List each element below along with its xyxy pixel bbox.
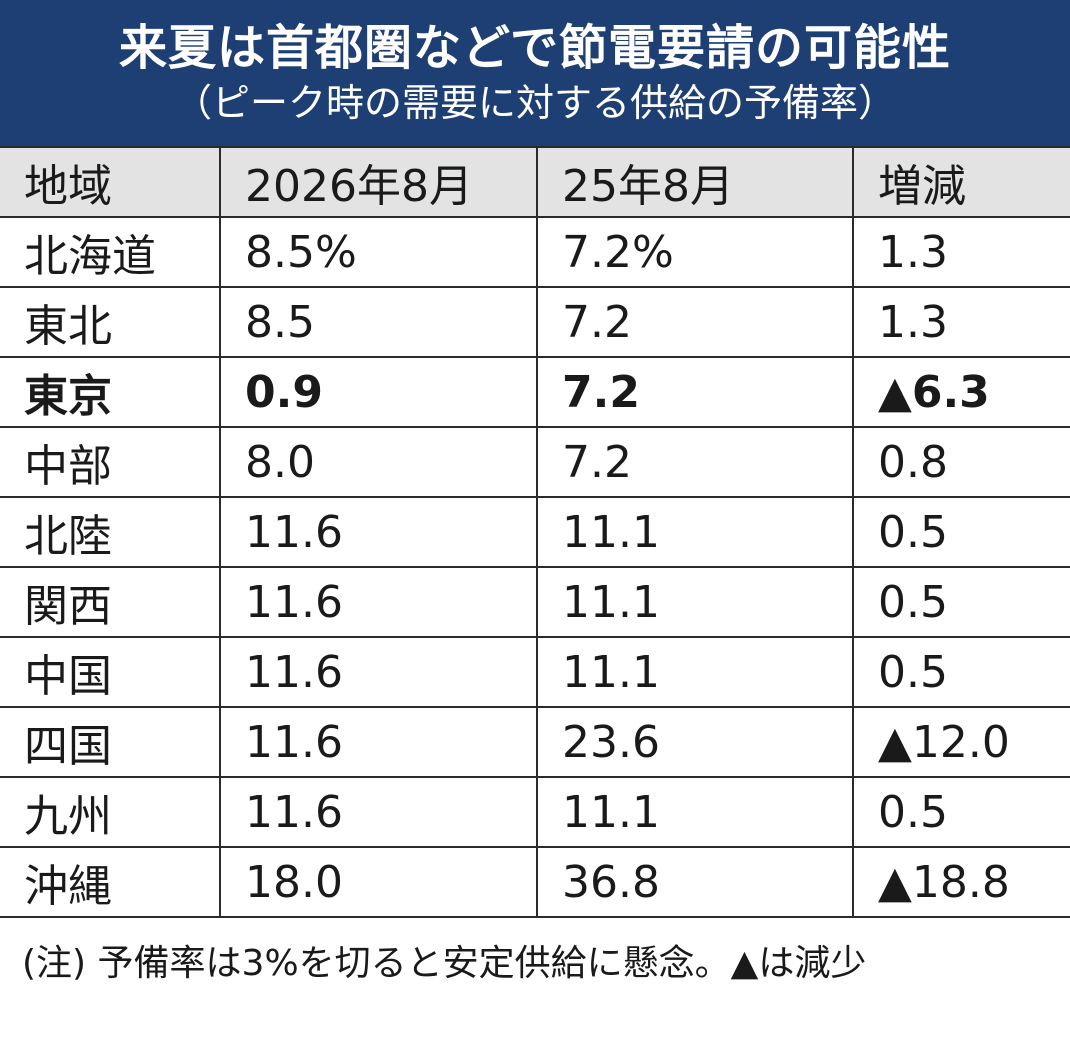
column-header-2025-aug: 25年8月 (536, 146, 854, 218)
change-cell: ▲6.3 (852, 356, 1070, 428)
title-banner: 来夏は首都圏などで節電要請の可能性 （ピーク時の需要に対する供給の予備率） (0, 0, 1070, 146)
change-cell: 0.5 (852, 496, 1070, 568)
change-cell: 0.5 (852, 566, 1070, 638)
value-2025-cell: 36.8 (536, 846, 854, 918)
table-row: 沖縄 18.0 36.8 ▲18.8 (0, 846, 1070, 918)
value-2026-cell: 11.6 (219, 706, 538, 778)
value-2025-cell: 7.2 (536, 426, 854, 498)
region-cell: 関西 (0, 566, 221, 638)
region-cell: 東京 (0, 356, 221, 428)
table-row: 中国 11.6 11.1 0.5 (0, 636, 1070, 708)
footnote: (注) 予備率は3%を切ると安定供給に懸念。▲は減少 (22, 943, 867, 984)
value-2026-cell: 11.6 (219, 566, 538, 638)
table-header-row: 地域 2026年8月 25年8月 増減 (0, 146, 1070, 218)
column-header-region: 地域 (0, 146, 221, 218)
value-2026-cell: 8.5 (219, 286, 538, 358)
region-cell: 四国 (0, 706, 221, 778)
value-2026-cell: 11.6 (219, 496, 538, 568)
value-2026-cell: 11.6 (219, 636, 538, 708)
region-cell: 沖縄 (0, 846, 221, 918)
region-cell: 北海道 (0, 216, 221, 288)
value-2025-cell: 11.1 (536, 776, 854, 848)
change-cell: 0.8 (852, 426, 1070, 498)
column-header-2026-aug: 2026年8月 (219, 146, 538, 218)
change-cell: 0.5 (852, 776, 1070, 848)
region-cell: 九州 (0, 776, 221, 848)
table-row: 四国 11.6 23.6 ▲12.0 (0, 706, 1070, 778)
table-row: 東京 0.9 7.2 ▲6.3 (0, 356, 1070, 428)
table-row: 中部 8.0 7.2 0.8 (0, 426, 1070, 498)
region-cell: 中部 (0, 426, 221, 498)
change-cell: ▲18.8 (852, 846, 1070, 918)
value-2026-cell: 8.0 (219, 426, 538, 498)
chart-title: 来夏は首都圏などで節電要請の可能性 (118, 20, 952, 76)
value-2025-cell: 7.2% (536, 216, 854, 288)
region-cell: 中国 (0, 636, 221, 708)
value-2025-cell: 7.2 (536, 286, 854, 358)
table-body: 北海道 8.5% 7.2% 1.3 東北 8.5 7.2 1.3 東京 0.9 7.2 ▲6.3 中部 8… (0, 216, 1070, 918)
value-2025-cell: 23.6 (536, 706, 854, 778)
reserve-margin-table: 地域 2026年8月 25年8月 増減 北海道 8.5% 7.2% 1.3 東北 8.5 7… (0, 146, 1070, 918)
change-cell: ▲12.0 (852, 706, 1070, 778)
column-header-change: 増減 (852, 146, 1070, 218)
value-2025-cell: 11.1 (536, 496, 854, 568)
table-row: 北陸 11.6 11.1 0.5 (0, 496, 1070, 568)
value-2025-cell: 11.1 (536, 566, 854, 638)
value-2026-cell: 11.6 (219, 776, 538, 848)
table-row: 北海道 8.5% 7.2% 1.3 (0, 216, 1070, 288)
table-row: 九州 11.6 11.1 0.5 (0, 776, 1070, 848)
table-row: 東北 8.5 7.2 1.3 (0, 286, 1070, 358)
region-cell: 北陸 (0, 496, 221, 568)
value-2026-cell: 8.5% (219, 216, 538, 288)
change-cell: 1.3 (852, 286, 1070, 358)
chart-subtitle: （ピーク時の需要に対する供給の予備率） (173, 81, 896, 125)
value-2026-cell: 18.0 (219, 846, 538, 918)
value-2025-cell: 7.2 (536, 356, 854, 428)
change-cell: 1.3 (852, 216, 1070, 288)
change-cell: 0.5 (852, 636, 1070, 708)
table-row: 関西 11.6 11.1 0.5 (0, 566, 1070, 638)
region-cell: 東北 (0, 286, 221, 358)
value-2026-cell: 0.9 (219, 356, 538, 428)
value-2025-cell: 11.1 (536, 636, 854, 708)
